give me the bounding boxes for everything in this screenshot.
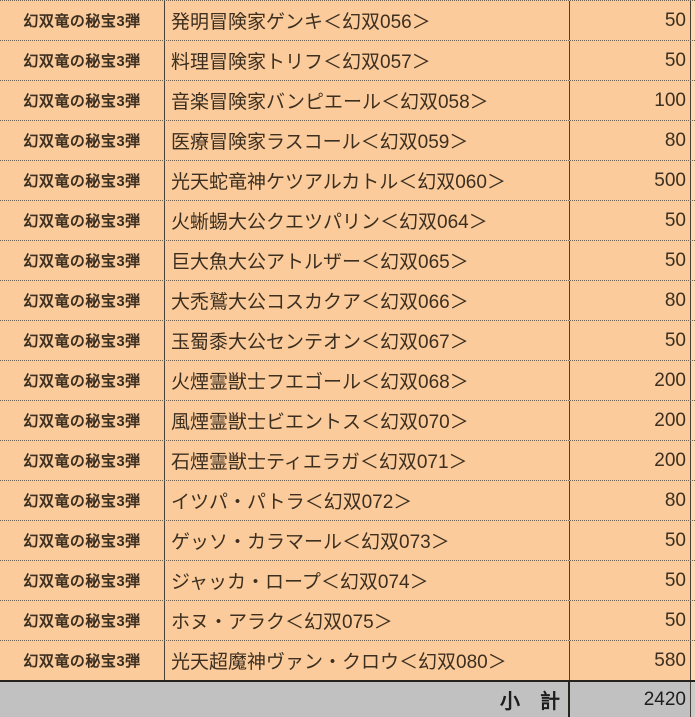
card-name-cell[interactable]: 火蜥蜴大公クエツパリン＜幻双064＞ <box>165 201 570 240</box>
right-edge-sliver <box>691 121 695 160</box>
price-cell[interactable]: 100 <box>570 81 691 120</box>
table-row: 幻双竜の秘宝3弾 火蜥蜴大公クエツパリン＜幻双064＞ 50 <box>0 200 695 240</box>
set-name-cell[interactable]: 幻双竜の秘宝3弾 <box>0 441 165 480</box>
price-cell[interactable]: 50 <box>570 601 691 640</box>
table-row: 幻双竜の秘宝3弾 火煙霊獣士フエゴール＜幻双068＞ 200 <box>0 360 695 400</box>
table-row: 幻双竜の秘宝3弾 光天超魔神ヴァン・クロウ＜幻双080＞ 580 <box>0 640 695 680</box>
set-name-cell[interactable]: 幻双竜の秘宝3弾 <box>0 601 165 640</box>
table-row: 幻双竜の秘宝3弾 医療冒険家ラスコール＜幻双059＞ 80 <box>0 120 695 160</box>
card-name-cell[interactable]: イツパ・パトラ＜幻双072＞ <box>165 481 570 520</box>
price-cell[interactable]: 50 <box>570 321 691 360</box>
price-cell[interactable]: 50 <box>570 241 691 280</box>
price-cell[interactable]: 580 <box>570 641 691 680</box>
right-edge-sliver <box>691 281 695 320</box>
table-row: 幻双竜の秘宝3弾 ゲッソ・カラマール＜幻双073＞ 50 <box>0 520 695 560</box>
card-name-cell[interactable]: ゲッソ・カラマール＜幻双073＞ <box>165 521 570 560</box>
right-edge-sliver <box>691 161 695 200</box>
subtotal-value[interactable]: 2420 <box>570 682 691 717</box>
price-cell[interactable]: 80 <box>570 481 691 520</box>
right-edge-sliver <box>691 361 695 400</box>
table-row: 幻双竜の秘宝3弾 ホヌ・アラク＜幻双075＞ 50 <box>0 600 695 640</box>
table-row: 幻双竜の秘宝3弾 ジャッカ・ロープ＜幻双074＞ 50 <box>0 560 695 600</box>
table-row: 幻双竜の秘宝3弾 料理冒険家トリフ＜幻双057＞ 50 <box>0 40 695 80</box>
card-name-cell[interactable]: 発明冒険家ゲンキ＜幻双056＞ <box>165 1 570 40</box>
price-cell[interactable]: 50 <box>570 561 691 600</box>
card-name-cell[interactable]: 光天超魔神ヴァン・クロウ＜幻双080＞ <box>165 641 570 680</box>
price-cell[interactable]: 80 <box>570 121 691 160</box>
card-name-cell[interactable]: ジャッカ・ロープ＜幻双074＞ <box>165 561 570 600</box>
set-name-cell[interactable]: 幻双竜の秘宝3弾 <box>0 1 165 40</box>
price-cell[interactable]: 200 <box>570 441 691 480</box>
set-name-cell[interactable]: 幻双竜の秘宝3弾 <box>0 201 165 240</box>
subtotal-row: 小 計 2420 <box>0 680 695 717</box>
price-cell[interactable]: 200 <box>570 361 691 400</box>
set-name-cell[interactable]: 幻双竜の秘宝3弾 <box>0 241 165 280</box>
right-edge-sliver <box>691 321 695 360</box>
price-cell[interactable]: 50 <box>570 521 691 560</box>
set-name-cell[interactable]: 幻双竜の秘宝3弾 <box>0 81 165 120</box>
table-row: 幻双竜の秘宝3弾 玉蜀黍大公センテオン＜幻双067＞ 50 <box>0 320 695 360</box>
right-edge-sliver <box>691 601 695 640</box>
card-name-cell[interactable]: 石煙霊獣士ティエラガ＜幻双071＞ <box>165 441 570 480</box>
card-name-cell[interactable]: 光天蛇竜神ケツアルカトル＜幻双060＞ <box>165 161 570 200</box>
price-cell[interactable]: 50 <box>570 201 691 240</box>
card-name-cell[interactable]: 音楽冒険家バンピエール＜幻双058＞ <box>165 81 570 120</box>
price-cell[interactable]: 500 <box>570 161 691 200</box>
price-cell[interactable]: 80 <box>570 281 691 320</box>
right-edge-sliver <box>691 241 695 280</box>
right-edge-sliver <box>691 41 695 80</box>
card-name-cell[interactable]: 火煙霊獣士フエゴール＜幻双068＞ <box>165 361 570 400</box>
subtotal-label: 小 計 <box>0 682 570 717</box>
set-name-cell[interactable]: 幻双竜の秘宝3弾 <box>0 641 165 680</box>
right-edge-sliver <box>691 641 695 680</box>
set-name-cell[interactable]: 幻双竜の秘宝3弾 <box>0 41 165 80</box>
set-name-cell[interactable]: 幻双竜の秘宝3弾 <box>0 481 165 520</box>
price-cell[interactable]: 200 <box>570 401 691 440</box>
right-edge-sliver <box>691 441 695 480</box>
price-cell[interactable]: 50 <box>570 1 691 40</box>
table-body: 幻双竜の秘宝3弾 発明冒険家ゲンキ＜幻双056＞ 50 幻双竜の秘宝3弾 料理冒… <box>0 0 695 680</box>
right-edge-sliver <box>691 81 695 120</box>
right-edge-sliver <box>691 201 695 240</box>
set-name-cell[interactable]: 幻双竜の秘宝3弾 <box>0 321 165 360</box>
set-name-cell[interactable]: 幻双竜の秘宝3弾 <box>0 521 165 560</box>
table-row: 幻双竜の秘宝3弾 イツパ・パトラ＜幻双072＞ 80 <box>0 480 695 520</box>
right-edge-sliver <box>691 561 695 600</box>
table-row: 幻双竜の秘宝3弾 光天蛇竜神ケツアルカトル＜幻双060＞ 500 <box>0 160 695 200</box>
set-name-cell[interactable]: 幻双竜の秘宝3弾 <box>0 401 165 440</box>
right-edge-sliver <box>691 521 695 560</box>
card-name-cell[interactable]: 料理冒険家トリフ＜幻双057＞ <box>165 41 570 80</box>
card-name-cell[interactable]: 巨大魚大公アトルザー＜幻双065＞ <box>165 241 570 280</box>
set-name-cell[interactable]: 幻双竜の秘宝3弾 <box>0 561 165 600</box>
table-row: 幻双竜の秘宝3弾 発明冒険家ゲンキ＜幻双056＞ 50 <box>0 0 695 40</box>
right-edge-sliver <box>691 1 695 40</box>
price-cell[interactable]: 50 <box>570 41 691 80</box>
table-row: 幻双竜の秘宝3弾 音楽冒険家バンピエール＜幻双058＞ 100 <box>0 80 695 120</box>
table-row: 幻双竜の秘宝3弾 石煙霊獣士ティエラガ＜幻双071＞ 200 <box>0 440 695 480</box>
right-edge-sliver <box>691 401 695 440</box>
right-edge-sliver <box>691 682 695 717</box>
table-row: 幻双竜の秘宝3弾 大禿鷲大公コスカクア＜幻双066＞ 80 <box>0 280 695 320</box>
set-name-cell[interactable]: 幻双竜の秘宝3弾 <box>0 281 165 320</box>
card-name-cell[interactable]: 風煙霊獣士ビエントス＜幻双070＞ <box>165 401 570 440</box>
set-name-cell[interactable]: 幻双竜の秘宝3弾 <box>0 161 165 200</box>
table-row: 幻双竜の秘宝3弾 巨大魚大公アトルザー＜幻双065＞ 50 <box>0 240 695 280</box>
table-row: 幻双竜の秘宝3弾 風煙霊獣士ビエントス＜幻双070＞ 200 <box>0 400 695 440</box>
card-name-cell[interactable]: 大禿鷲大公コスカクア＜幻双066＞ <box>165 281 570 320</box>
card-name-cell[interactable]: 医療冒険家ラスコール＜幻双059＞ <box>165 121 570 160</box>
set-name-cell[interactable]: 幻双竜の秘宝3弾 <box>0 121 165 160</box>
set-name-cell[interactable]: 幻双竜の秘宝3弾 <box>0 361 165 400</box>
card-name-cell[interactable]: 玉蜀黍大公センテオン＜幻双067＞ <box>165 321 570 360</box>
card-name-cell[interactable]: ホヌ・アラク＜幻双075＞ <box>165 601 570 640</box>
right-edge-sliver <box>691 481 695 520</box>
